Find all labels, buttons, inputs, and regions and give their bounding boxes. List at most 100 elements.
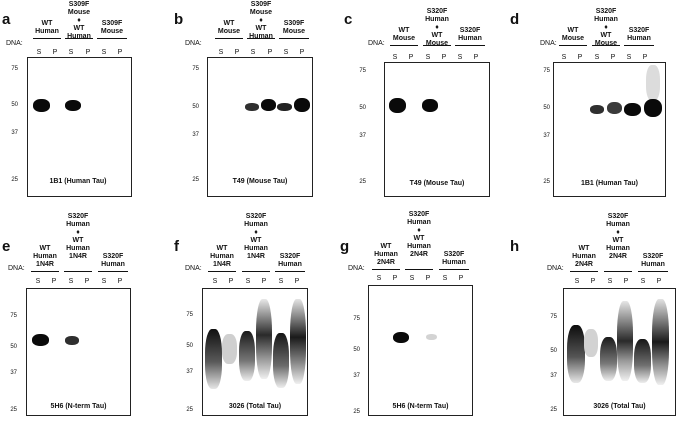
mw-marker: 50 [550,348,557,354]
lane-s: S [376,275,382,282]
antibody-label: 3026 (Total Tau) [593,403,646,410]
col1-underline [559,45,587,46]
lane-p: P [267,49,273,56]
lane-s: S [409,275,415,282]
mw-marker: 50 [186,343,193,349]
band [422,99,438,112]
dna-label: DNA: [185,40,202,47]
col1-underline [208,271,236,272]
lane-p: P [261,278,267,285]
mw-marker: 75 [186,312,193,318]
lane-p: P [408,54,414,61]
mw-marker: 50 [11,102,18,108]
col3-underline [624,45,654,46]
lane-p: P [642,54,648,61]
col3-header: S320F Human [627,27,651,42]
col1-header: WT Mouse [561,27,585,42]
lane-p: P [656,278,662,285]
col1-underline [570,271,598,272]
col1-underline [31,271,59,272]
mw-marker: 75 [11,66,18,72]
col2-underline [242,271,270,272]
col2-underline [604,271,632,272]
lane-p: P [234,49,240,56]
antibody-label: 1B1 (Human Tau) [580,180,639,187]
lane-p: P [577,54,583,61]
lane-p: P [52,49,58,56]
mw-marker: 75 [550,314,557,320]
blot-image: T49 (Mouse Tau) [207,57,313,197]
band-smear [256,299,272,379]
band-smear [222,334,237,364]
col1-header: WT Human 2N4R [572,245,596,268]
dna-label: DNA: [348,265,365,272]
col1-header: WT Human 1N4R [33,245,57,268]
col3-header: S320F Human [442,251,466,266]
band [32,334,49,346]
panel-b: b WT Mouse S309F Mouse ♦ WT Human S309F … [169,0,338,205]
lane-p: P [473,54,479,61]
panel-letter: e [2,238,11,255]
lane-s: S [392,54,398,61]
panel-letter: g [340,238,350,255]
col3-header: S309F Mouse [100,20,124,35]
col1-header: WT Human 1N4R [210,245,234,268]
col3-header: S320F Human [641,253,665,268]
col2-header: S320F Human ♦ WT Human 1N4R [66,213,90,260]
mw-marker: 25 [10,407,17,413]
mw-marker: 50 [192,104,199,110]
band-smear [646,65,660,101]
mw-marker: 25 [543,179,550,185]
dna-label: DNA: [185,265,202,272]
col3-underline [279,38,309,39]
col2-header: S309F Mouse ♦ WT Human [67,1,91,40]
lane-p: P [85,49,91,56]
col1-underline [372,269,400,270]
dna-label: DNA: [540,40,557,47]
antibody-label: 1B1 (Human Tau) [49,178,107,185]
panel-c: c WT Mouse S320F Human ♦ WT Mouse S320F … [338,0,507,205]
col2-underline [423,45,451,46]
col2-header: S320F Human ♦ WT Human 2N4R [606,213,630,260]
mw-marker: 37 [11,130,18,136]
col2-header: S320F Human ♦ WT Mouse [425,8,449,47]
lane-p: P [610,54,616,61]
panel-letter: c [344,11,353,28]
panel-letter: a [2,11,11,28]
lane-s: S [457,54,463,61]
lane-s: S [218,49,224,56]
antibody-label: 3026 (Total Tau) [228,403,282,410]
mw-marker: 37 [10,370,17,376]
lane-p: P [294,278,300,285]
col1-header: WT Human [35,20,59,35]
col1-underline [215,38,243,39]
col2-header: S320F Human ♦ WT Human 1N4R [244,213,268,260]
band-smear [634,339,651,383]
band [393,332,409,343]
lane-s: S [101,278,107,285]
lane-p: P [392,275,398,282]
col3-underline [638,271,668,272]
mw-marker: 25 [359,179,366,185]
lane-s: S [68,278,74,285]
band [389,98,406,113]
lane-s: S [245,278,251,285]
antibody-label: T49 (Mouse Tau) [232,178,288,185]
mw-marker: 75 [10,313,17,319]
lane-s: S [442,275,448,282]
blot-image: T49 (Mouse Tau) [384,62,490,197]
mw-marker: 25 [550,407,557,413]
dna-label: DNA: [547,265,564,272]
panel-letter: b [174,11,184,28]
col1-header: WT Human 2N4R [374,243,398,266]
col1-header: WT Mouse [392,27,416,42]
col3-header: S309F Mouse [282,20,306,35]
panel-a: a WT Human S309F Mouse ♦ WT Human S309F … [0,0,169,205]
blot-image: 5H6 (N-term Tau) [26,288,131,416]
col2-underline [592,45,620,46]
mw-marker: 25 [11,177,18,183]
blot-image: 5H6 (N-term Tau) [368,285,473,416]
col2-header: S320F Human ♦ WT Human 2N4R [407,211,431,258]
lane-p: P [84,278,90,285]
